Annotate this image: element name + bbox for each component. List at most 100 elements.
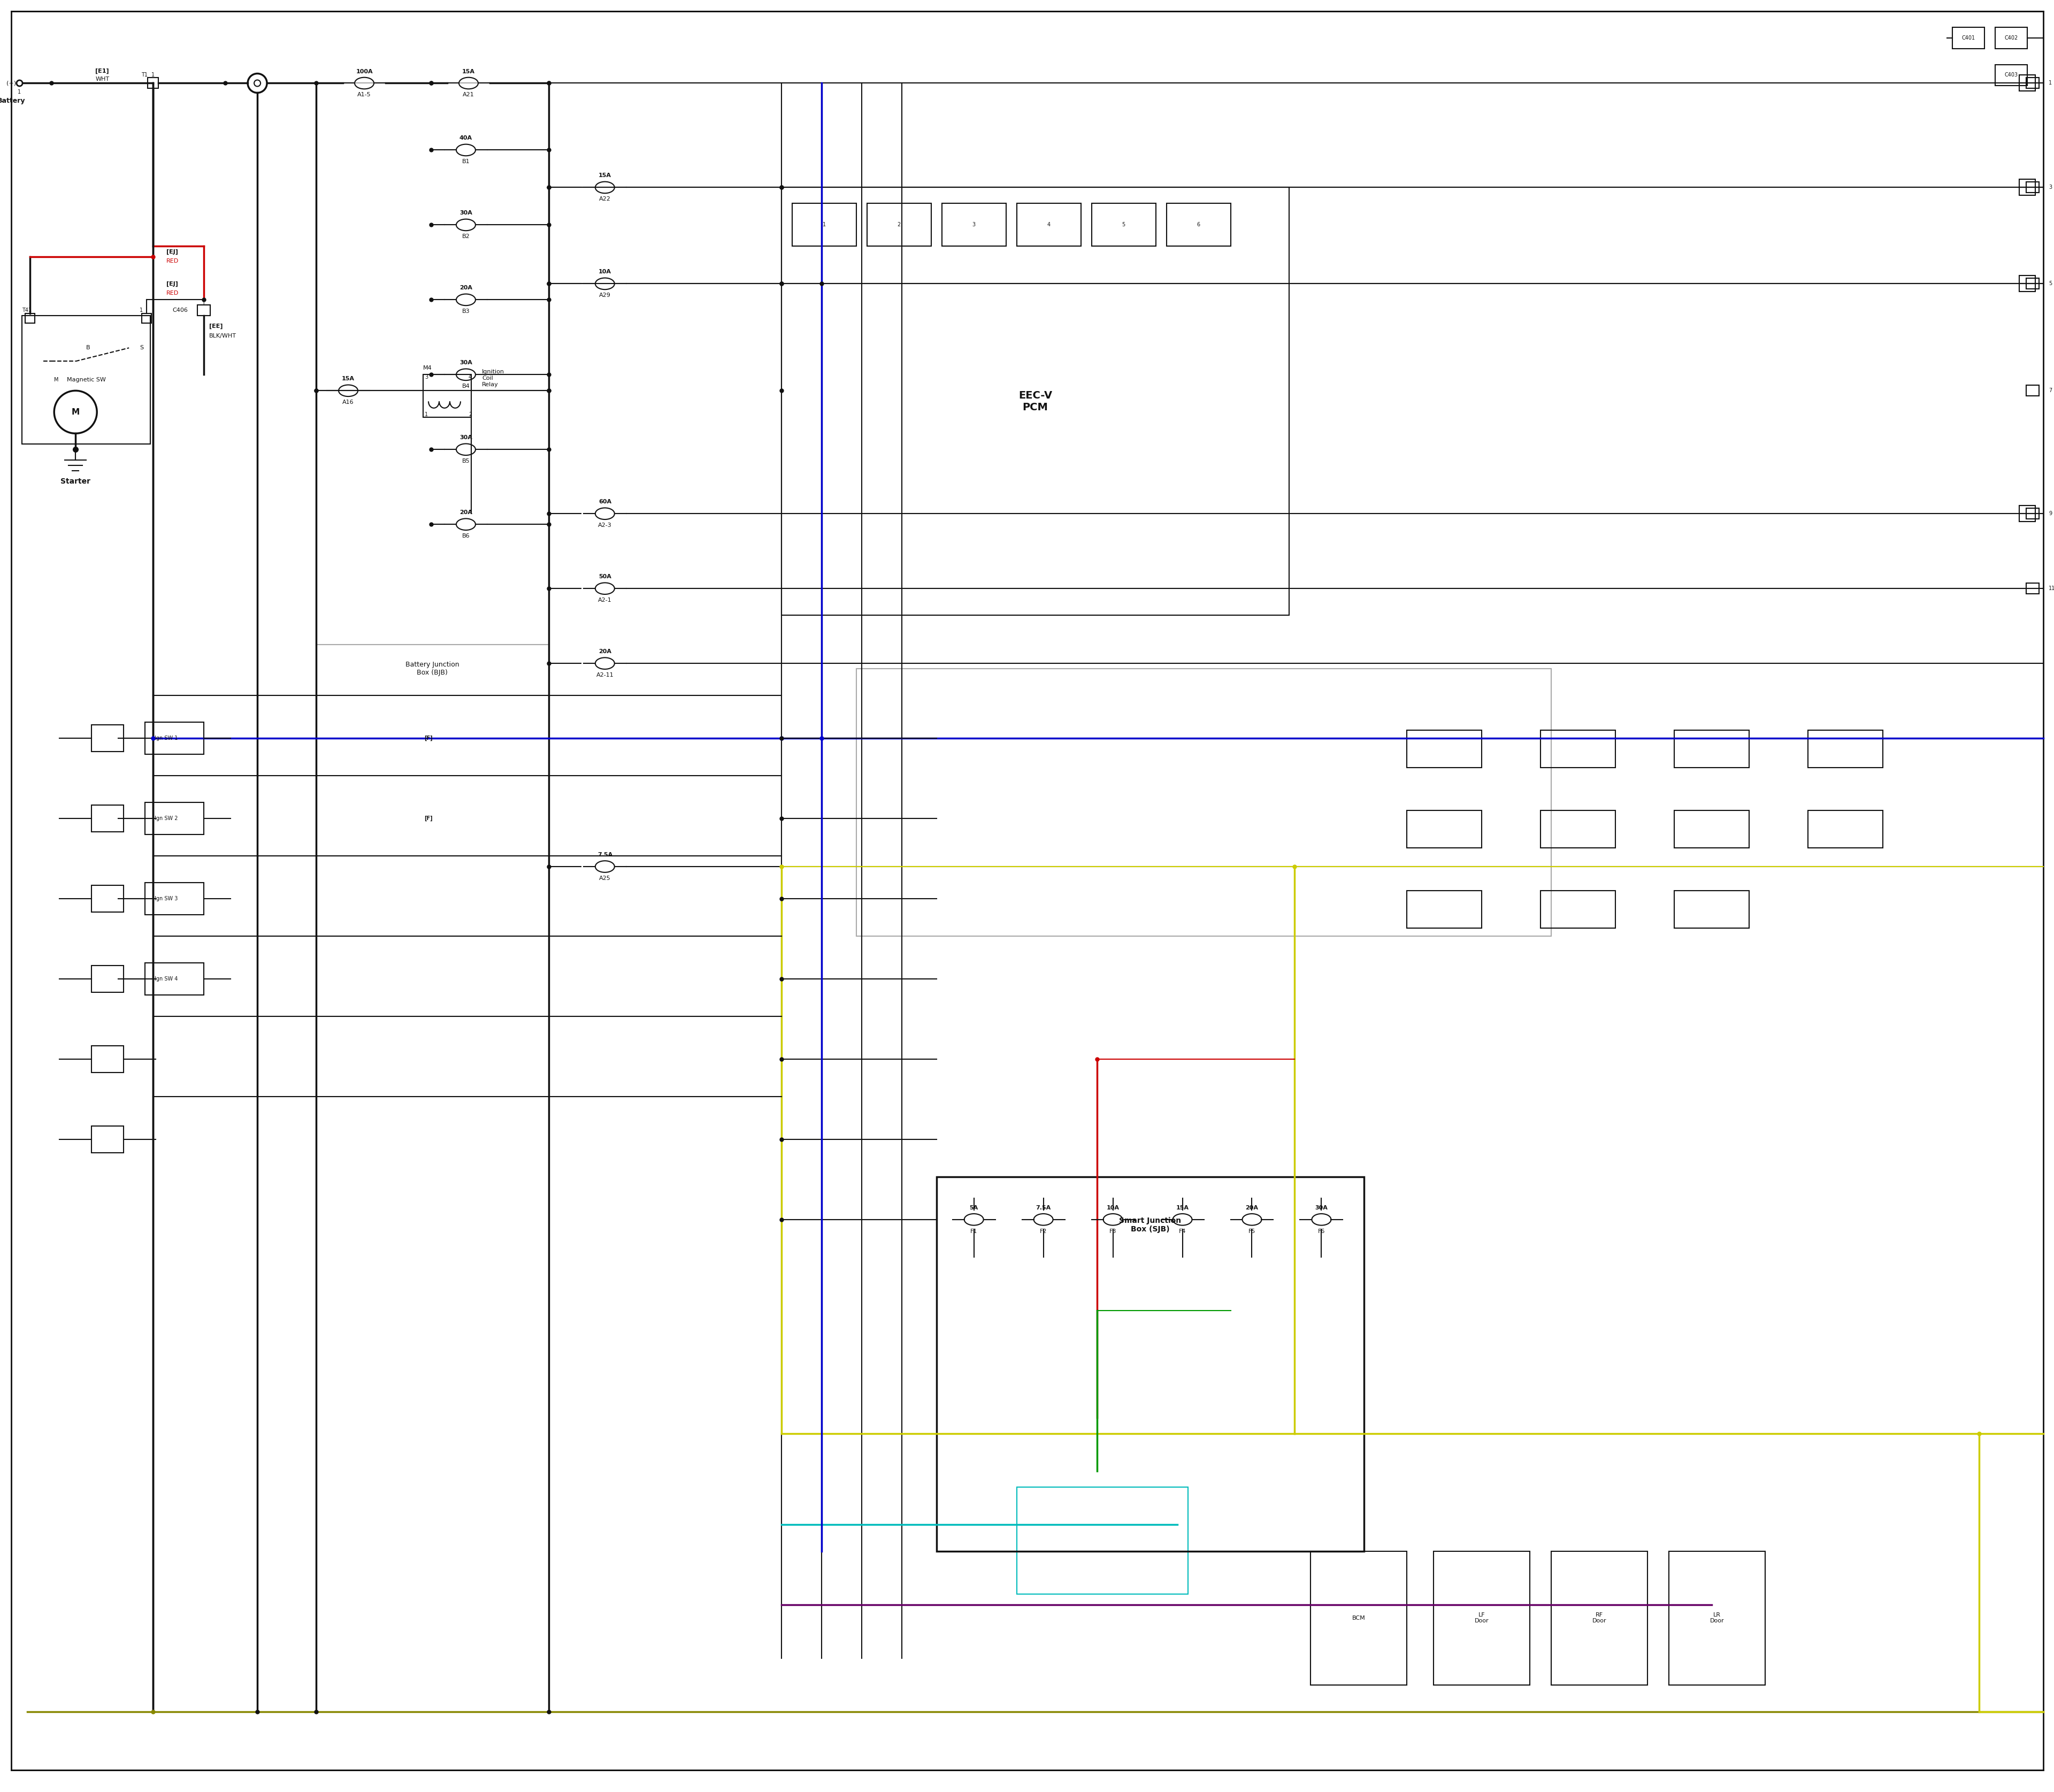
Text: [EJ]: [EJ] [166, 281, 179, 287]
Text: 1: 1 [152, 72, 154, 77]
Text: BCM: BCM [1352, 1615, 1366, 1620]
Text: [EJ]: [EJ] [166, 249, 179, 254]
Bar [92, 805, 123, 831]
Bar [781, 188, 1290, 615]
Bar [2019, 75, 2036, 91]
Text: Starter: Starter [60, 478, 90, 486]
Text: 7: 7 [2048, 389, 2052, 392]
Text: WHT: WHT [94, 77, 109, 82]
Bar [2025, 183, 2040, 194]
Bar [423, 375, 470, 418]
Text: 3: 3 [425, 375, 427, 380]
Bar [1091, 204, 1156, 246]
Text: 30A: 30A [460, 210, 472, 215]
Bar [943, 204, 1006, 246]
Text: Ign SW 1: Ign SW 1 [154, 735, 179, 740]
Text: A16: A16 [343, 400, 353, 405]
Text: 60A: 60A [598, 500, 612, 505]
Text: BLK/WHT: BLK/WHT [210, 333, 236, 339]
Bar [2019, 276, 2036, 292]
Bar [1434, 1552, 1530, 1684]
Text: A2-1: A2-1 [598, 597, 612, 602]
Bar [316, 82, 548, 645]
Bar [2025, 385, 2040, 396]
Text: 30A: 30A [460, 435, 472, 441]
Bar [1953, 27, 1984, 48]
Text: F5: F5 [1249, 1229, 1255, 1235]
Bar [1994, 27, 2027, 48]
Text: LR
Door: LR Door [1711, 1613, 1723, 1624]
Bar [92, 885, 123, 912]
Bar [2019, 179, 2036, 195]
Text: 20A: 20A [598, 649, 612, 654]
Text: RED: RED [166, 290, 179, 296]
Text: B4: B4 [462, 383, 470, 389]
Text: A21: A21 [462, 91, 474, 97]
Text: EEC-V
PCM: EEC-V PCM [1019, 391, 1052, 412]
Text: A2-11: A2-11 [596, 672, 614, 677]
Text: 1: 1 [29, 308, 31, 314]
Text: 15A: 15A [462, 68, 474, 73]
Text: 1: 1 [822, 222, 826, 228]
Bar [1540, 810, 1616, 848]
Bar [25, 314, 35, 323]
Bar [197, 305, 210, 315]
Text: A22: A22 [600, 197, 610, 202]
Text: A25: A25 [600, 876, 610, 882]
Text: Battery Junction
Box (BJB): Battery Junction Box (BJB) [405, 661, 460, 676]
Bar [1674, 729, 1750, 767]
Text: M4: M4 [423, 366, 431, 371]
Bar [1540, 891, 1616, 928]
Text: 4: 4 [468, 375, 472, 380]
Text: B6: B6 [462, 534, 470, 539]
Text: 2: 2 [898, 222, 900, 228]
Text: 1: 1 [18, 90, 21, 95]
Text: Ign SW 3: Ign SW 3 [154, 896, 179, 901]
Text: 30A: 30A [460, 360, 472, 366]
Text: B: B [86, 346, 90, 351]
Text: B3: B3 [462, 308, 470, 314]
Text: 100A: 100A [355, 68, 372, 73]
Text: F1: F1 [969, 1229, 978, 1235]
Text: [F]: [F] [425, 815, 433, 821]
Text: 50A: 50A [598, 573, 612, 579]
Text: Ign SW 2: Ign SW 2 [154, 815, 179, 821]
Text: 11: 11 [2048, 586, 2054, 591]
Text: 40A: 40A [460, 136, 472, 142]
Bar [1808, 729, 1884, 767]
Bar [23, 315, 150, 444]
Text: C406: C406 [173, 308, 187, 314]
Text: (+): (+) [6, 81, 16, 86]
Text: LF
Door: LF Door [1475, 1613, 1489, 1624]
Text: F2: F2 [1039, 1229, 1048, 1235]
Text: Smart Junction
Box (SJB): Smart Junction Box (SJB) [1119, 1217, 1181, 1233]
Bar [1017, 1487, 1187, 1593]
Text: 6: 6 [1197, 222, 1200, 228]
Bar [146, 722, 203, 754]
Text: 1: 1 [201, 301, 205, 306]
Text: A2-3: A2-3 [598, 523, 612, 529]
Text: 1: 1 [140, 308, 144, 314]
Bar [142, 314, 152, 323]
Text: [F]: [F] [425, 735, 433, 742]
Text: 1: 1 [2048, 81, 2052, 86]
Text: 15A: 15A [341, 376, 355, 382]
Bar [92, 1125, 123, 1152]
Text: A1-5: A1-5 [357, 91, 372, 97]
Bar [1670, 1552, 1764, 1684]
Text: 5: 5 [1121, 222, 1126, 228]
Text: 9: 9 [2048, 511, 2052, 516]
Text: 7.5A: 7.5A [1035, 1204, 1052, 1210]
Text: 5: 5 [2048, 281, 2052, 287]
Bar [92, 1047, 123, 1072]
Bar [2019, 505, 2036, 521]
Bar [2025, 582, 2040, 593]
Text: B2: B2 [462, 235, 470, 240]
Bar [1167, 204, 1230, 246]
Text: 20A: 20A [1245, 1204, 1259, 1210]
Text: T1: T1 [142, 72, 148, 77]
Text: 5A: 5A [969, 1204, 978, 1210]
Text: F4: F4 [1179, 1229, 1185, 1235]
Text: C401: C401 [1962, 36, 1976, 41]
Text: 20A: 20A [460, 285, 472, 290]
